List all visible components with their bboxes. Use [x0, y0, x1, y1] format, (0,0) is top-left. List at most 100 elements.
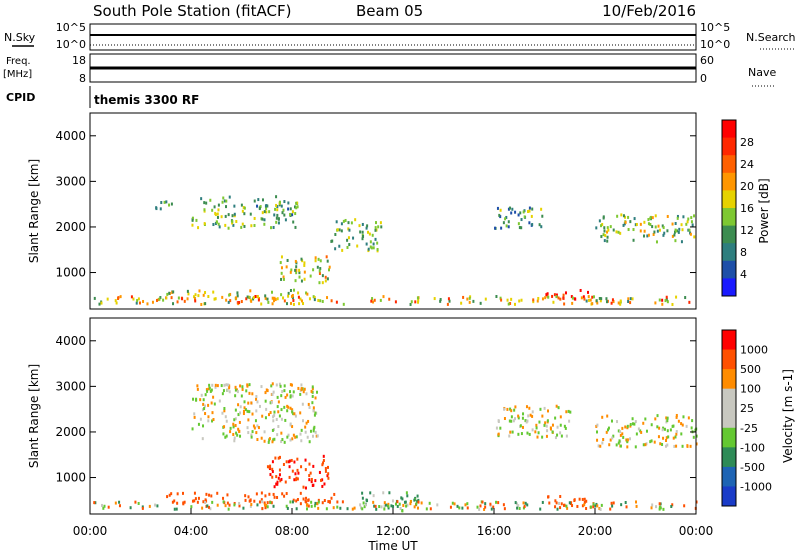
data-cell [585, 299, 588, 303]
data-cell [242, 409, 245, 413]
data-cell [622, 435, 625, 439]
y-tick-label: 4000 [55, 129, 86, 143]
data-cell [255, 492, 258, 496]
data-cell [295, 271, 298, 275]
data-cell [294, 225, 297, 229]
data-cell [177, 296, 180, 300]
data-cell [528, 209, 531, 213]
data-cell [248, 410, 251, 414]
data-cell [387, 506, 390, 510]
power-y-axis-label: Slant Range [km] [27, 159, 41, 263]
data-cell [202, 293, 205, 297]
data-cell [312, 483, 315, 487]
data-cell [294, 212, 297, 216]
data-cell [380, 505, 383, 509]
data-cell [607, 228, 610, 232]
data-cell [555, 404, 558, 408]
data-cell [519, 424, 522, 428]
data-cell [292, 433, 295, 437]
data-cell [227, 213, 230, 217]
data-cell [573, 297, 576, 301]
data-cell [183, 500, 186, 504]
data-cell [607, 426, 610, 430]
nave-label: Nave [748, 66, 776, 79]
data-cell [466, 502, 469, 506]
nsky-tick-top: 10^5 [56, 21, 86, 34]
data-cell [639, 229, 642, 233]
data-cell [558, 501, 561, 505]
nsky-trace [90, 34, 696, 46]
data-cell [318, 281, 321, 285]
data-cell [532, 298, 535, 302]
data-cell [250, 299, 253, 303]
data-cell [518, 299, 521, 303]
data-cell [244, 494, 247, 498]
data-cell [255, 409, 258, 413]
data-cell [240, 394, 243, 398]
data-cell [520, 226, 523, 230]
data-cell [517, 213, 520, 217]
data-cell [203, 407, 206, 411]
data-cell [626, 424, 629, 428]
data-cell [521, 425, 524, 429]
data-cell [272, 225, 275, 229]
data-cell [320, 478, 323, 482]
data-cell [291, 394, 294, 398]
data-cell [282, 208, 285, 212]
data-cell [279, 479, 282, 483]
data-cell [221, 392, 224, 396]
data-cell [490, 507, 493, 511]
data-cell [266, 465, 269, 469]
data-cell [325, 255, 328, 259]
data-cell [226, 493, 229, 497]
data-cell [328, 500, 331, 504]
data-cell [559, 423, 562, 427]
data-cell [253, 224, 256, 228]
data-cell [330, 299, 333, 303]
data-cell [249, 504, 252, 508]
data-cell [273, 485, 276, 489]
data-cell [617, 301, 620, 305]
data-cell [497, 420, 500, 424]
data-cell [548, 501, 551, 505]
nave-tick-top: 60 [700, 54, 714, 67]
data-cell [325, 507, 328, 511]
data-cell [417, 498, 420, 502]
data-cell [674, 239, 677, 243]
data-cell [287, 433, 290, 437]
data-cell [417, 298, 420, 302]
data-cell [203, 201, 206, 205]
data-cell [114, 299, 117, 303]
data-cell [312, 295, 315, 299]
data-cell [291, 210, 294, 214]
data-cell [543, 406, 546, 410]
data-cell [304, 425, 307, 429]
velocity-x-axis: 00:00 04:00 08:00 12:00 16:00 20:00 00:00 [73, 508, 713, 538]
data-cell [186, 297, 189, 301]
data-cell [330, 496, 333, 500]
data-cell [680, 422, 683, 426]
data-cell [160, 201, 163, 205]
data-cell [225, 419, 228, 423]
data-cell [656, 229, 659, 233]
data-cell [273, 437, 276, 441]
data-cell [299, 432, 302, 436]
data-cell [627, 297, 630, 301]
data-cell [327, 268, 330, 272]
data-cell [313, 296, 316, 300]
data-cell [261, 217, 264, 221]
data-cell [600, 297, 603, 301]
data-cell [312, 427, 315, 431]
data-cell [591, 295, 594, 299]
data-cell [225, 298, 228, 302]
data-cell [270, 501, 273, 505]
data-cell [183, 299, 186, 303]
data-cell [657, 224, 660, 228]
data-cell [229, 426, 232, 430]
data-cell [256, 503, 259, 507]
data-cell [193, 412, 196, 416]
data-cell [361, 507, 364, 511]
data-cell [273, 213, 276, 217]
data-cell [391, 499, 394, 503]
